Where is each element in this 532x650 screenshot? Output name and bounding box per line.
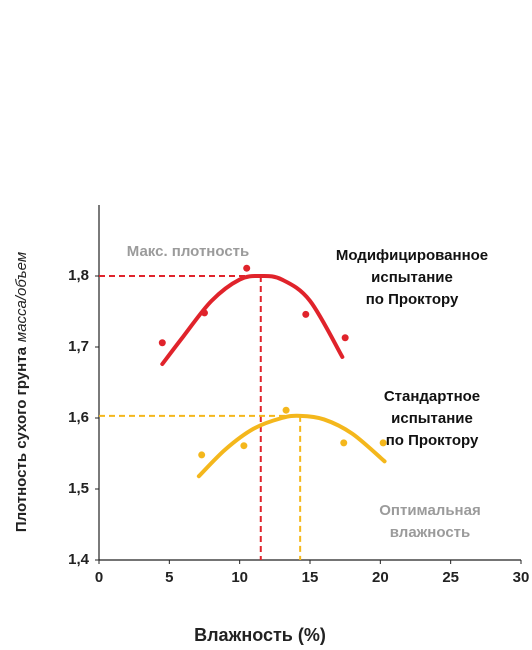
y-axis-title: Плотность сухого грунта	[13, 346, 30, 532]
data-point	[198, 451, 206, 459]
x-axis-label: Влажность (%)	[194, 625, 326, 645]
y-tick-label: 1,8	[68, 267, 89, 284]
x-tick-label: 25	[442, 569, 459, 586]
y-tick-label: 1,5	[68, 480, 89, 497]
series-label: по Проктору	[386, 432, 479, 449]
y-axis-label: Плотность сухого грунта масса/объем	[13, 252, 30, 532]
data-point	[158, 339, 166, 347]
data-point	[379, 439, 387, 447]
x-tick-label: 0	[95, 569, 103, 586]
annotation: Макс. плотность	[127, 243, 249, 260]
x-tick-label: 30	[513, 569, 530, 586]
data-point	[282, 406, 290, 414]
annotation: влажность	[390, 524, 470, 541]
data-point	[243, 264, 251, 272]
series-label: Стандартное	[384, 388, 480, 405]
data-point	[302, 310, 310, 318]
x-tick-label: 5	[165, 569, 173, 586]
y-tick-label: 1,6	[68, 409, 89, 426]
y-tick-label: 1,7	[68, 338, 89, 355]
data-point	[340, 439, 348, 447]
series-label: по Проктору	[366, 291, 459, 308]
y-axis-unit: масса/объем	[13, 252, 30, 342]
x-tick-label: 15	[302, 569, 319, 586]
data-point	[201, 309, 208, 317]
fit-curve	[160, 273, 345, 367]
annotation: Оптимальная	[379, 502, 480, 519]
x-tick-label: 20	[372, 569, 389, 586]
data-point	[341, 334, 349, 342]
series-label: испытание	[391, 410, 473, 427]
series-label: Модифицированное	[336, 247, 488, 264]
y-tick-label: 1,4	[68, 551, 90, 568]
x-tick-label: 10	[231, 569, 248, 586]
series-label: испытание	[371, 269, 453, 286]
fit-curve	[196, 413, 387, 479]
data-point	[240, 442, 248, 450]
